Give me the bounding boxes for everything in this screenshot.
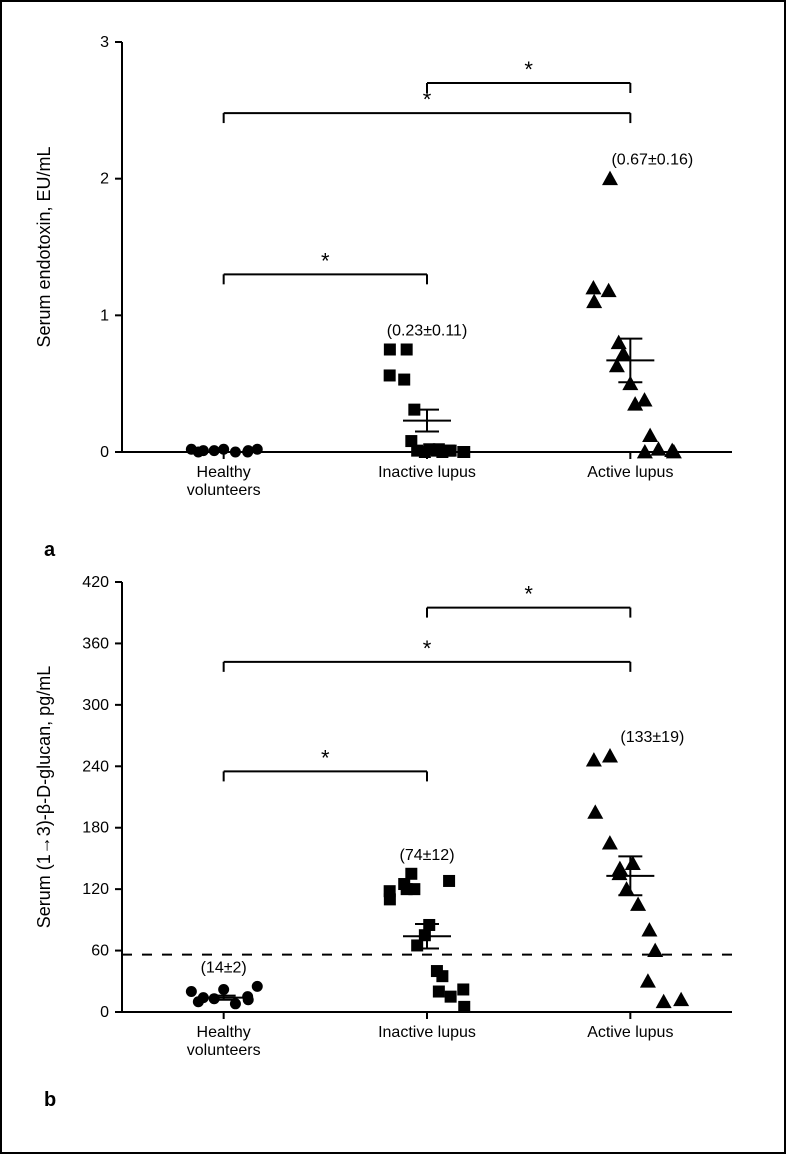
- svg-text:240: 240: [82, 758, 109, 775]
- svg-text:2: 2: [100, 171, 109, 188]
- svg-text:120: 120: [82, 881, 109, 898]
- svg-text:420: 420: [82, 574, 109, 591]
- svg-text:*: *: [524, 582, 533, 607]
- svg-text:Active lupus: Active lupus: [587, 464, 673, 481]
- panel-label-a: a: [44, 539, 55, 562]
- svg-text:180: 180: [82, 820, 109, 837]
- svg-text:(0.67±0.16): (0.67±0.16): [611, 152, 693, 169]
- chart-a: 0 1 2 3 Serum endotoxin, EU/mL Healthyvolunte…: [22, 22, 762, 522]
- svg-text:Serum (1→3)-β-D-glucan, pg/mL: Serum (1→3)-β-D-glucan, pg/mL: [34, 666, 54, 928]
- panel-label-b: b: [44, 1089, 56, 1112]
- svg-text:(133±19): (133±19): [620, 729, 684, 746]
- svg-text:*: *: [423, 636, 432, 661]
- svg-text:300: 300: [82, 697, 109, 714]
- svg-text:Active lupus: Active lupus: [587, 1024, 673, 1041]
- svg-text:Inactive lupus: Inactive lupus: [378, 464, 476, 481]
- svg-text:*: *: [524, 57, 533, 82]
- svg-text:(14±2): (14±2): [201, 959, 247, 976]
- svg-text:1: 1: [100, 307, 109, 324]
- svg-text:60: 60: [91, 943, 109, 960]
- svg-text:Inactive lupus: Inactive lupus: [378, 1024, 476, 1041]
- figure-container: 0123Serum endotoxin, EU/mLHealthyvolunte…: [0, 0, 786, 1154]
- svg-text:*: *: [321, 745, 330, 770]
- svg-text:Healthy: Healthy: [197, 464, 251, 481]
- panel-b: 0 60 120 180 240 300 360 420 Serum (1→3)-β-D-glu…: [22, 562, 764, 1122]
- svg-text:0: 0: [100, 444, 109, 461]
- svg-text:3: 3: [100, 34, 109, 51]
- panel-a: 0 1 2 3 Serum endotoxin, EU/mL Healthyvolunte…: [22, 22, 764, 562]
- svg-text:(0.23±0.11): (0.23±0.11): [387, 323, 468, 340]
- svg-text:volunteers: volunteers: [187, 482, 261, 499]
- chart-b: 0 60 120 180 240 300 360 420 Serum (1→3)-β-D-glu…: [22, 562, 762, 1082]
- svg-text:(74±12): (74±12): [399, 847, 454, 864]
- svg-text:0: 0: [100, 1004, 109, 1021]
- svg-text:*: *: [321, 248, 330, 273]
- svg-text:Serum endotoxin, EU/mL: Serum endotoxin, EU/mL: [34, 146, 54, 347]
- svg-text:Healthy: Healthy: [197, 1024, 251, 1041]
- svg-text:volunteers: volunteers: [187, 1042, 261, 1059]
- svg-text:360: 360: [82, 635, 109, 652]
